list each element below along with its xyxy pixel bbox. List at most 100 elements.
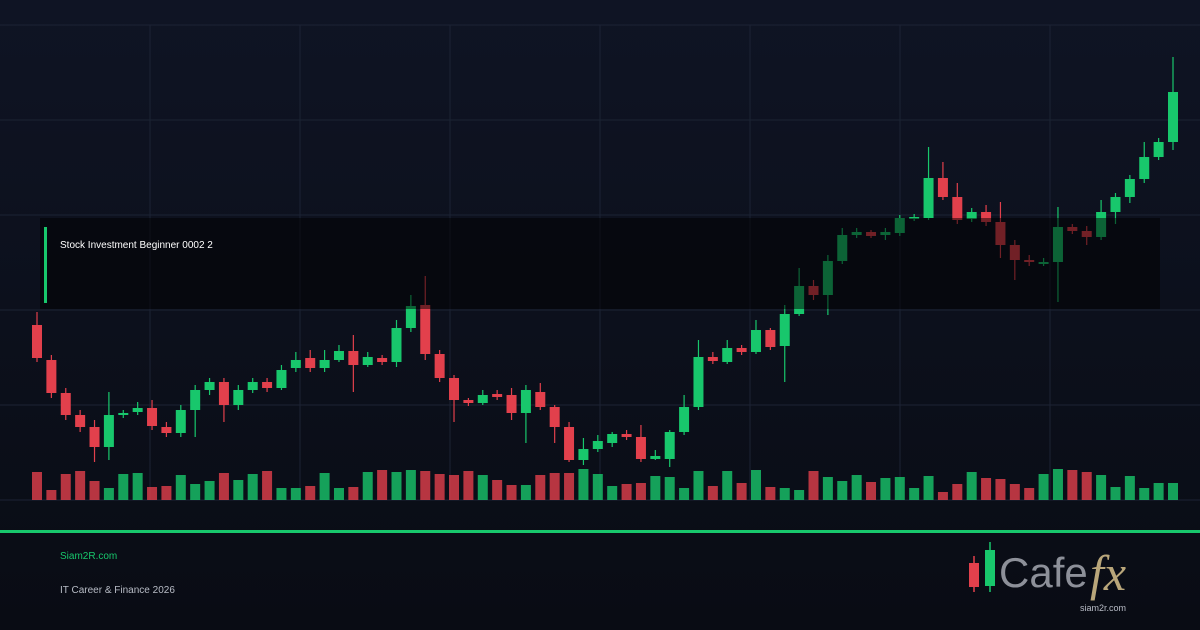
volume-bar — [765, 487, 776, 500]
candle-body — [679, 407, 690, 432]
volume-bar — [290, 488, 301, 500]
candle-body — [46, 360, 57, 393]
volume-bar — [147, 487, 158, 500]
volume-bar — [1124, 476, 1135, 500]
volume-bar — [592, 474, 603, 500]
candle-body — [520, 390, 531, 413]
volume-bar — [247, 474, 258, 500]
volume-bar — [808, 471, 819, 500]
candle-body — [333, 351, 344, 360]
volume-bar — [132, 473, 143, 500]
volume-bar — [1081, 472, 1092, 500]
candle-body — [549, 407, 560, 427]
volume-bar — [60, 474, 71, 500]
volume-bar — [463, 471, 474, 500]
volume-bar — [175, 475, 186, 500]
candle-body — [937, 178, 948, 197]
candle-body — [1124, 179, 1135, 197]
volume-bar — [549, 473, 560, 500]
candle-body — [377, 358, 388, 362]
volume-bar — [477, 475, 488, 500]
chart-title: Stock Investment Beginner 0002 2 — [60, 240, 213, 251]
volume-bar — [233, 480, 244, 500]
volume-bar — [204, 481, 215, 500]
volume-bar — [89, 481, 100, 500]
title-panel — [40, 218, 1160, 309]
volume-bar — [305, 486, 316, 500]
candle-body — [190, 390, 201, 410]
candle-body — [592, 441, 603, 449]
volume-bar — [650, 476, 661, 500]
volume-bar — [866, 482, 877, 500]
volume-bar — [995, 479, 1006, 500]
candle-body — [535, 392, 546, 407]
volume-bar — [449, 475, 460, 500]
volume-bar — [1009, 484, 1020, 500]
volume-bar — [333, 488, 344, 500]
candle-body — [175, 410, 186, 433]
volume-bar — [420, 471, 431, 500]
candle-body — [765, 330, 776, 347]
volume-bar — [923, 476, 934, 500]
candle-body — [722, 348, 733, 362]
volume-bar — [75, 471, 86, 500]
volume-bar — [1168, 483, 1178, 500]
volume-bar — [707, 486, 718, 500]
candle-body — [420, 305, 431, 354]
candle-body — [750, 330, 761, 352]
candle-body — [319, 360, 330, 368]
volume-bar — [32, 472, 42, 500]
candle-body — [89, 427, 100, 447]
volume-bar — [909, 488, 920, 500]
candle-body — [578, 449, 589, 460]
volume-bar — [103, 488, 114, 500]
candle-body — [290, 360, 301, 368]
candle-body — [966, 212, 977, 219]
volume-bar — [822, 477, 833, 500]
candle-body — [60, 393, 71, 415]
candle-body — [477, 395, 488, 403]
candle-body — [506, 395, 517, 413]
volume-bar — [319, 473, 330, 500]
volume-bar — [1153, 483, 1164, 500]
candle-body — [1139, 157, 1150, 179]
candle-body — [736, 348, 747, 352]
volume-bar — [880, 478, 891, 500]
volume-bar — [607, 486, 618, 500]
volume-bar — [966, 472, 977, 500]
footer-tagline: IT Career & Finance 2026 — [60, 585, 175, 596]
footer-site: Siam2R.com — [60, 551, 117, 562]
volume-bar — [391, 472, 402, 500]
volume-bar — [218, 473, 229, 500]
volume-bar — [578, 469, 589, 500]
candle-body — [1168, 92, 1178, 142]
volume-bar — [348, 487, 359, 500]
volume-bar — [405, 470, 416, 500]
volume-bar — [362, 472, 373, 500]
volume-bar — [635, 483, 646, 500]
volume-bar — [736, 483, 747, 500]
candle-body — [1153, 142, 1164, 157]
candle-body — [103, 415, 114, 447]
volume-bar — [794, 490, 805, 500]
volume-bar — [894, 477, 905, 500]
volume-bar — [161, 486, 172, 500]
volume-bar — [664, 477, 675, 500]
volume-bar — [779, 488, 790, 500]
volume-bar — [1110, 487, 1121, 500]
candle-body — [981, 212, 992, 222]
volume-bar — [937, 492, 948, 500]
candle-body — [305, 358, 316, 368]
candle-body — [348, 351, 359, 365]
volume-bar — [190, 484, 201, 500]
volume-bar — [46, 490, 57, 500]
candle-body — [132, 408, 143, 412]
volume-bar — [679, 488, 690, 500]
title-accent — [44, 227, 47, 303]
candle-body — [204, 382, 215, 390]
brand-accent: fx — [1090, 545, 1126, 601]
candle-body — [75, 415, 86, 427]
candle-body — [218, 382, 229, 405]
volume-bar — [722, 471, 733, 500]
logo: Cafe fx siam2r.com — [969, 542, 1126, 613]
